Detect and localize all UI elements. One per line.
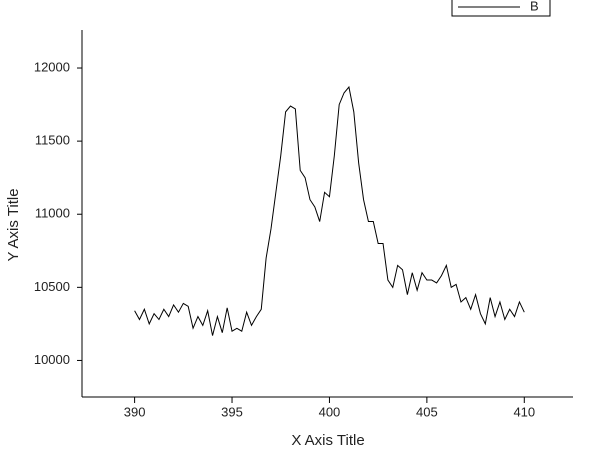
y-tick-label: 11500 [35,133,70,148]
x-tick-label: 405 [416,404,438,419]
y-axis-title: Y Axis Title [5,188,22,261]
x-tick-label: 390 [124,404,146,419]
x-tick-label: 410 [513,404,535,419]
y-tick-label: 10000 [34,352,70,367]
data-line [134,85,525,336]
x-tick-label: 395 [221,404,243,419]
legend-box [451,0,551,17]
legend-label: B [530,0,539,13]
y-tick-label: 12000 [34,59,70,74]
x-tick-label: 400 [319,404,341,419]
x-axis-title: X Axis Title [291,432,364,449]
y-tick-label: 11000 [35,206,70,221]
y-tick-label: 10500 [34,279,70,294]
